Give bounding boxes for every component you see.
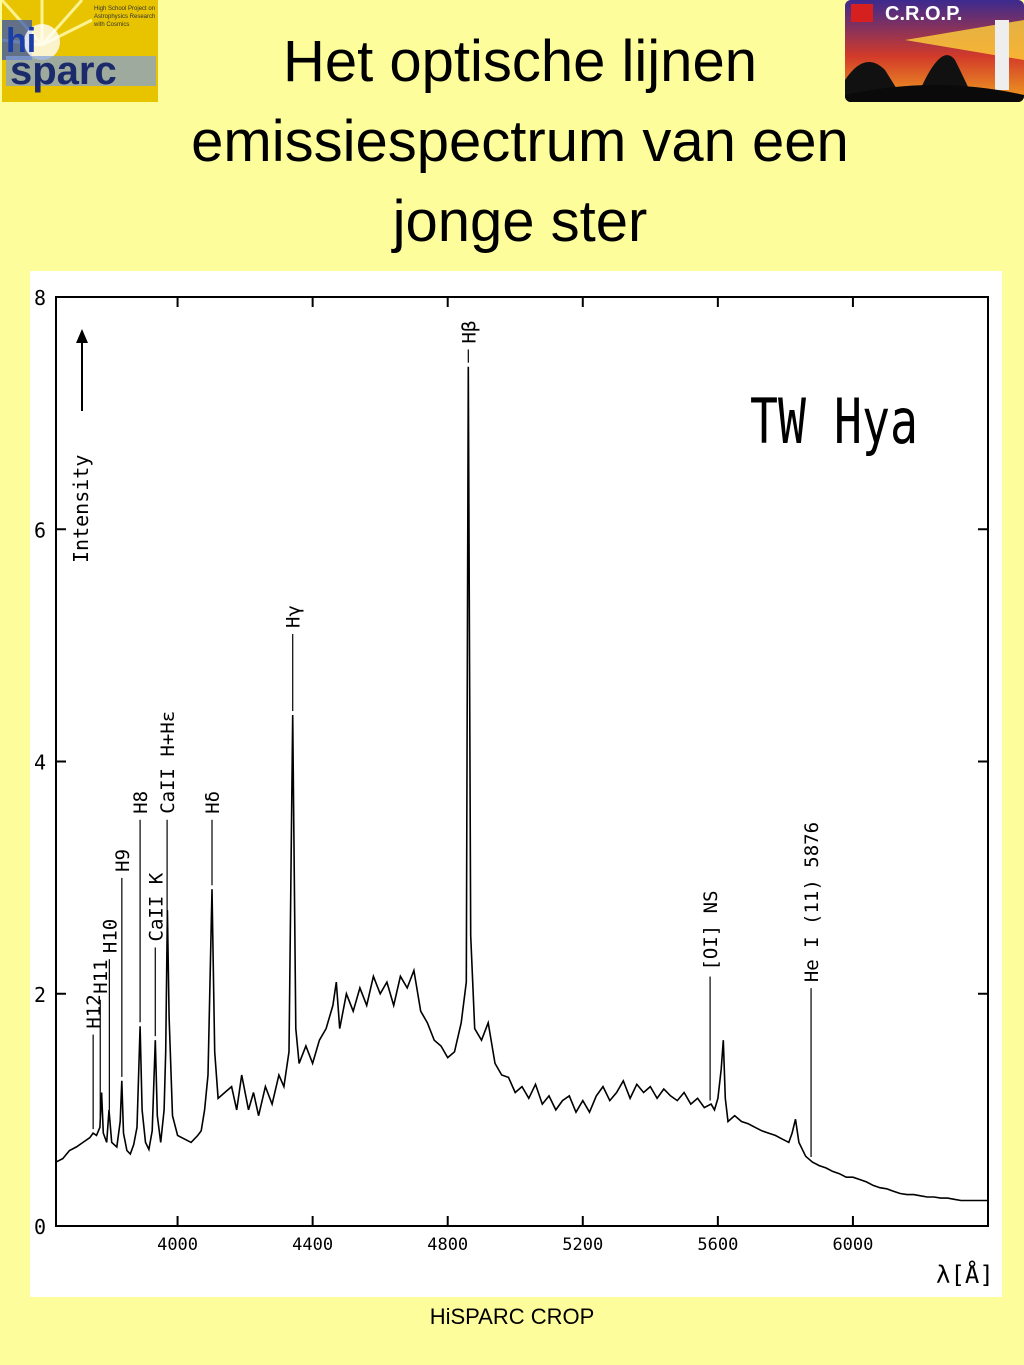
hisparc-logo-graphic: hi sparc High School Project on Astrophy… xyxy=(2,0,158,102)
annotation-label: H8 xyxy=(130,791,152,814)
y-axis-label-group: Intensity xyxy=(69,329,93,563)
crop-logo-word: C.R.O.P. xyxy=(885,3,962,25)
x-tick-label: 4400 xyxy=(292,1235,333,1255)
slide-footer: HiSPARC CROP xyxy=(429,1304,595,1329)
slide-title-line-3: jonge ster xyxy=(392,189,648,254)
annotation-label: H11 xyxy=(90,959,112,993)
annotation-label: CaII K xyxy=(145,872,167,941)
hisparc-tagline-1: High School Project on xyxy=(94,6,155,12)
y-tick-label: 6 xyxy=(34,518,46,542)
hisparc-logo-prefix: hi xyxy=(6,22,36,60)
annotation-label: [OI] NS xyxy=(700,890,722,970)
x-tick-label: 5600 xyxy=(697,1235,738,1255)
y-tick-label: 2 xyxy=(34,983,46,1007)
slide-title-line-1: Het optische lijnen xyxy=(283,29,757,94)
x-axis-label: λ[Å] xyxy=(936,1260,994,1289)
annotation-label: Hγ xyxy=(283,605,305,628)
annotation-label: CaII H+Hε xyxy=(157,711,179,814)
spectrum-series-line xyxy=(55,366,988,1202)
y-axis-arrow-head xyxy=(76,329,88,343)
chart-title: TW Hya xyxy=(750,385,918,457)
crop-logo: C.R.O.P. xyxy=(845,0,1024,102)
y-tick-label: 4 xyxy=(34,751,46,775)
crop-logo-graphic: C.R.O.P. xyxy=(845,0,1024,102)
hisparc-logo: hi sparc High School Project on Astrophy… xyxy=(2,0,158,102)
y-tick-label: 0 xyxy=(34,1215,46,1239)
annotation-label: H12 xyxy=(83,994,105,1028)
y-tick-label: 8 xyxy=(34,286,46,310)
annotation-label: He I (11) 5876 xyxy=(801,822,823,982)
annotation-label: H9 xyxy=(112,849,134,872)
spectrum-plot-panel: 0 2 4 6 8 4000 4400 4800 5200 5600 6000 H12 H11 H10… xyxy=(30,271,1002,1297)
annotation-label: Hδ xyxy=(202,791,224,814)
x-tick-label: 5200 xyxy=(562,1235,603,1255)
x-tick-label: 6000 xyxy=(832,1235,873,1255)
annotation-label: H10 xyxy=(99,919,121,953)
slide-title: Het optische lijnen emissiespectrum van … xyxy=(120,22,920,262)
hisparc-tagline-3: with Cosmics xyxy=(93,22,129,28)
x-tick-label: 4800 xyxy=(427,1235,468,1255)
slide-title-line-2: emissiespectrum van een xyxy=(191,109,849,174)
hisparc-logo-word: sparc xyxy=(10,49,117,93)
annotation-label: Hβ xyxy=(458,321,480,344)
y-axis-label: Intensity xyxy=(69,455,93,563)
hisparc-tagline-2: Astrophysics Research xyxy=(94,14,155,20)
x-tick-label: 4000 xyxy=(157,1235,198,1255)
